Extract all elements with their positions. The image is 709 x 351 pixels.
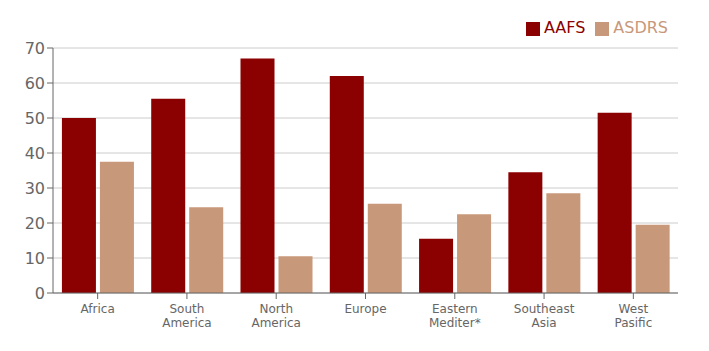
svg-text:50: 50 <box>25 109 45 128</box>
svg-text:Africa: Africa <box>81 302 115 316</box>
html-text:ASDRS: ASDRS <box>613 18 668 37</box>
svg-text:40: 40 <box>25 144 45 163</box>
svg-text:30: 30 <box>25 179 45 198</box>
svg-text:EasternMediter*: EasternMediter* <box>429 302 481 330</box>
svg-text:SouthAmerica: SouthAmerica <box>162 302 212 330</box>
svg-text:NorthAmerica: NorthAmerica <box>251 302 301 330</box>
svg-text:WestPasific: WestPasific <box>614 302 652 330</box>
svg-text:70: 70 <box>25 39 45 58</box>
svg-text:Europe: Europe <box>344 302 386 316</box>
html-text:AAFS: AAFS <box>543 18 586 37</box>
svg-text:60: 60 <box>25 74 45 93</box>
svg-text:10: 10 <box>25 249 45 268</box>
svg-text:20: 20 <box>25 214 45 233</box>
svg-text:SoutheastAsia: SoutheastAsia <box>514 302 575 330</box>
svg-text:0: 0 <box>35 284 45 303</box>
